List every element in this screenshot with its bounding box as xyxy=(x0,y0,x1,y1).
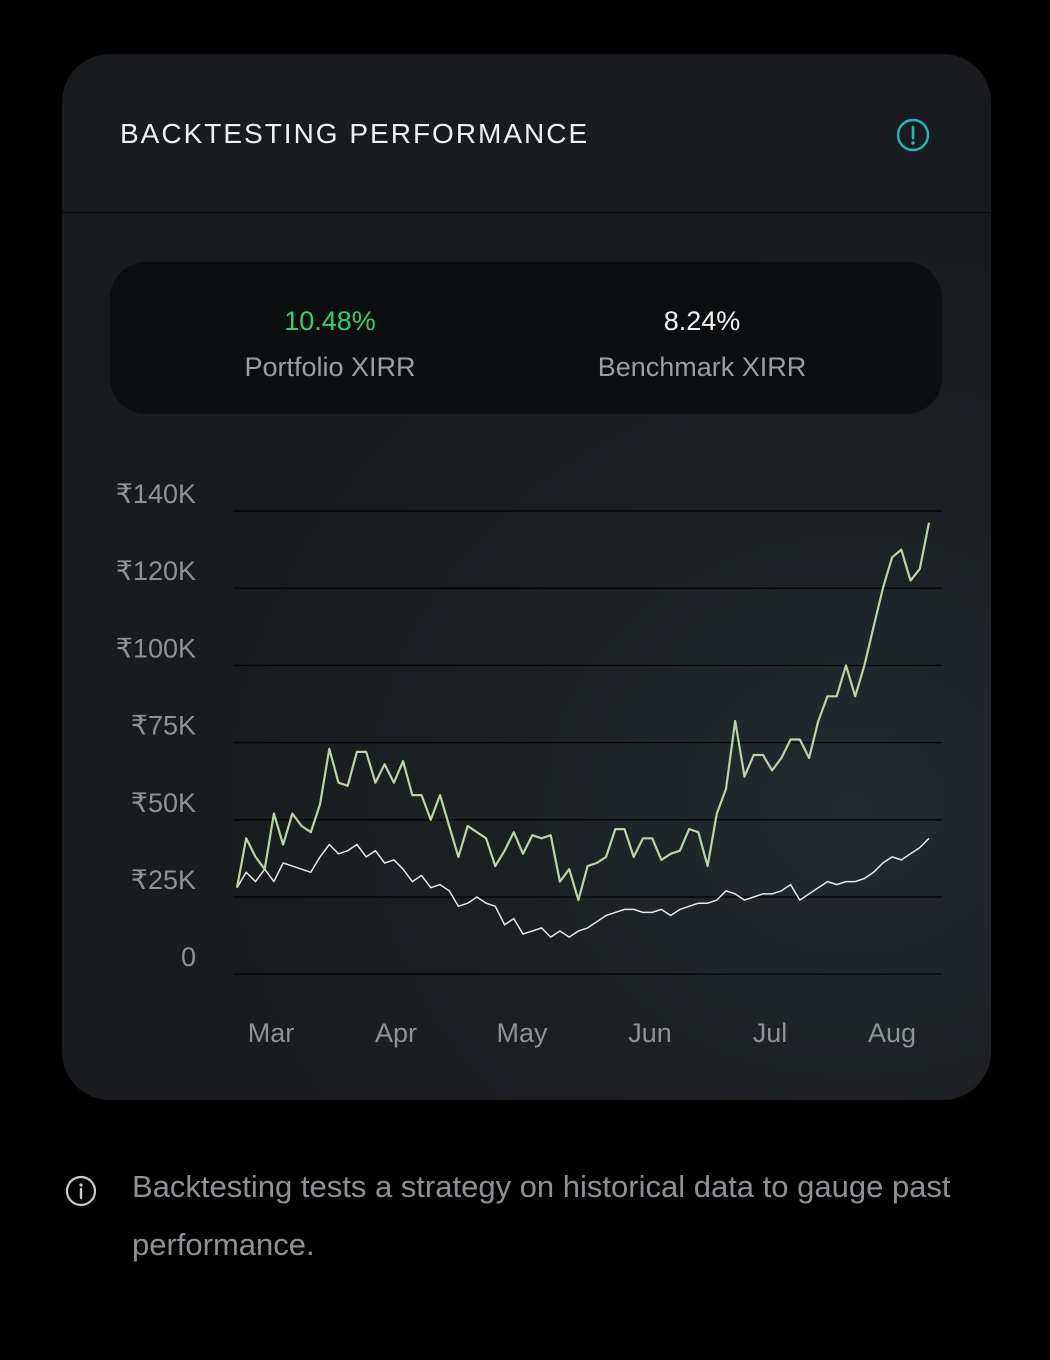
x-tick-label: Jul xyxy=(753,1018,788,1048)
x-axis-ticks: Mar Apr May Jun Jul Aug xyxy=(248,1018,916,1048)
y-tick-label: ₹50K xyxy=(131,788,196,818)
portfolio-line xyxy=(235,522,931,902)
y-axis-ticks: ₹140K ₹120K ₹100K ₹75K ₹50K ₹25K 0 xyxy=(116,479,196,972)
card-title: BACKTESTING PERFORMANCE xyxy=(120,118,590,149)
performance-chart: ₹140K ₹120K ₹100K ₹75K ₹50K ₹25K 0 Mar Apr May Ju… xyxy=(116,479,942,1048)
x-tick-label: Apr xyxy=(375,1018,417,1048)
alert-circle-icon[interactable] xyxy=(896,118,930,152)
y-tick-label: ₹25K xyxy=(131,865,196,895)
card-header: BACKTESTING PERFORMANCE xyxy=(62,54,991,213)
info-circle-icon xyxy=(65,1175,97,1207)
y-tick-label: ₹75K xyxy=(131,711,196,741)
x-tick-label: May xyxy=(496,1018,548,1048)
benchmark-xirr-value: 8.24% xyxy=(663,306,741,336)
y-tick-label: 0 xyxy=(181,942,196,972)
y-tick-label: ₹120K xyxy=(116,556,196,586)
portfolio-xirr-label: Portfolio XIRR xyxy=(244,352,416,382)
chart-series xyxy=(235,522,931,938)
benchmark-xirr-label: Benchmark XIRR xyxy=(597,352,807,382)
portfolio-xirr-value: 10.48% xyxy=(284,306,376,336)
chart-grid xyxy=(234,510,942,975)
y-tick-label: ₹140K xyxy=(116,479,196,509)
portfolio-xirr: 10.48% Portfolio XIRR xyxy=(180,304,480,384)
x-tick-label: Jun xyxy=(628,1018,672,1048)
footnote-text: Backtesting tests a strategy on historic… xyxy=(132,1169,951,1262)
xirr-summary: 10.48% Portfolio XIRR 8.24% Benchmark XI… xyxy=(110,262,942,414)
x-tick-label: Aug xyxy=(868,1018,916,1048)
benchmark-line xyxy=(236,837,930,938)
y-tick-label: ₹100K xyxy=(116,633,196,663)
x-tick-label: Mar xyxy=(248,1018,295,1048)
benchmark-xirr: 8.24% Benchmark XIRR xyxy=(552,304,852,384)
backtesting-card: BACKTESTING PERFORMANCE 10.48% Portfolio… xyxy=(62,54,991,1100)
